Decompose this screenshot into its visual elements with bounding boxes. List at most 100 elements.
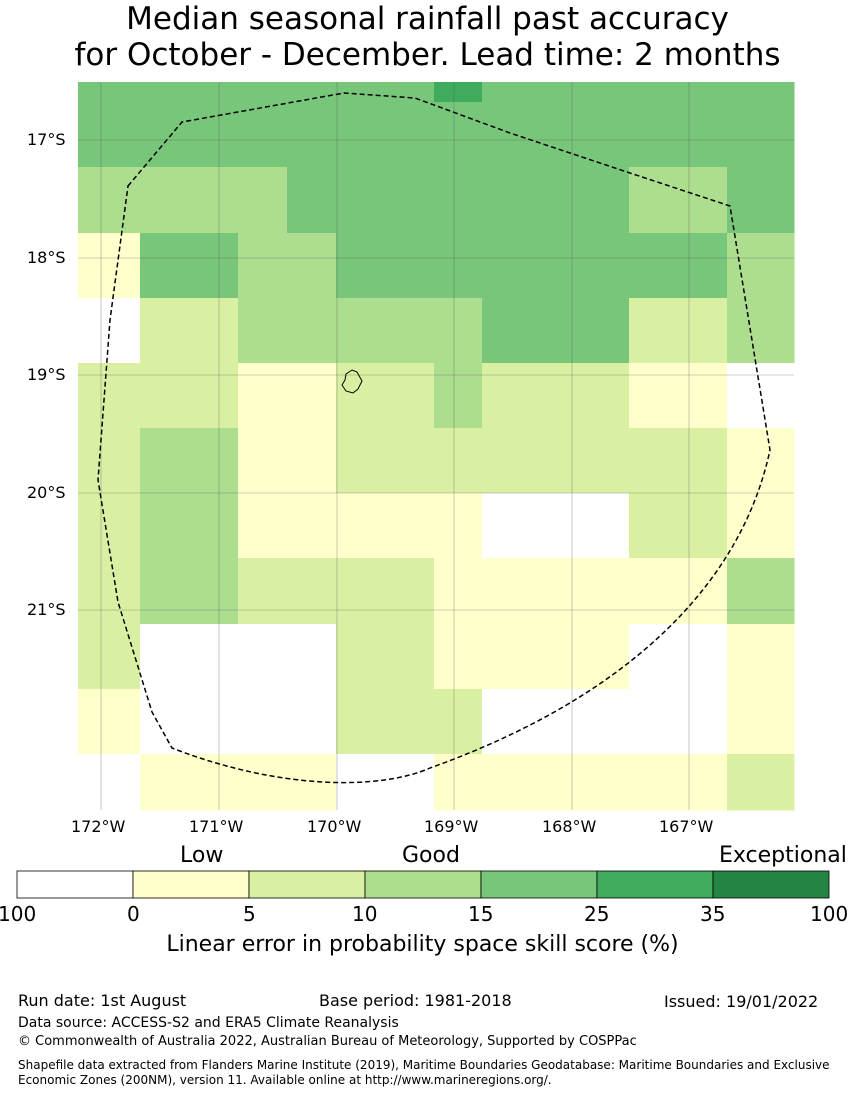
copyright: © Commonwealth of Australia 2022, Austra…	[18, 1034, 637, 1049]
lon-label-169w: 169°W	[424, 817, 479, 836]
skill-cell	[140, 298, 190, 364]
skill-cell	[238, 428, 288, 494]
colorbar-swatch	[480, 870, 598, 899]
skill-cell	[238, 82, 288, 103]
skill-cell	[189, 754, 239, 811]
skill-cell	[287, 102, 337, 168]
skill-cell	[482, 298, 532, 364]
skill-cell	[629, 363, 728, 429]
lat-label-17s: 17°S	[27, 130, 66, 149]
skill-cell	[531, 754, 630, 811]
skill-cell	[482, 82, 532, 103]
skill-cell	[189, 363, 239, 429]
colorbar-swatch	[132, 870, 250, 899]
colorbar-tick: 100	[810, 902, 849, 926]
skill-cell	[727, 167, 795, 234]
skill-cell	[287, 82, 337, 103]
skill-cell	[434, 754, 483, 811]
skill-cell	[727, 689, 795, 755]
skill-cell	[78, 754, 141, 811]
colorbar-swatch	[712, 870, 830, 899]
skill-cell	[385, 363, 435, 429]
skill-cell	[434, 233, 483, 299]
skill-cell	[434, 363, 483, 429]
skill-cell	[189, 493, 239, 559]
skill-cell	[238, 102, 288, 168]
skill-cell	[140, 82, 190, 103]
skill-cell	[629, 298, 728, 364]
skill-cell	[482, 624, 532, 690]
skill-cell	[189, 82, 239, 103]
skill-cell	[78, 82, 141, 103]
skill-cell	[336, 428, 386, 494]
skill-cell	[78, 167, 141, 234]
skill-cell	[336, 102, 386, 168]
skill-cell	[385, 233, 435, 299]
skill-cell	[336, 624, 386, 690]
colorbar-tick: 35	[700, 902, 726, 926]
skill-cell	[78, 558, 141, 625]
lat-label-19s: 19°S	[27, 365, 66, 384]
skill-cell	[482, 558, 532, 625]
skill-cell	[385, 167, 435, 234]
skill-cell	[434, 558, 483, 625]
colorbar-tick: 100	[0, 902, 37, 926]
skill-cell	[287, 298, 337, 364]
skill-cell	[336, 298, 386, 364]
skill-cell	[385, 493, 435, 559]
skill-cell	[434, 298, 483, 364]
colorbar-tick: 25	[584, 902, 610, 926]
skill-cell	[78, 102, 141, 168]
colorbar-tick: 10	[352, 902, 378, 926]
skill-cell	[287, 624, 337, 690]
skill-cell	[629, 233, 728, 299]
skill-cell	[727, 298, 795, 364]
skill-cell	[727, 624, 795, 690]
skill-cell	[629, 689, 728, 755]
skill-cell	[140, 233, 190, 299]
skill-cell	[189, 233, 239, 299]
skill-cell	[336, 233, 386, 299]
run-date: Run date: 1st August	[18, 991, 187, 1010]
skill-cell	[238, 233, 288, 299]
skill-cell	[385, 82, 435, 103]
skill-cell	[482, 493, 532, 559]
skill-cell	[629, 754, 728, 811]
skill-cell	[78, 428, 141, 494]
skill-cell	[531, 428, 630, 494]
skill-cell	[140, 493, 190, 559]
skill-cell	[531, 493, 630, 559]
skill-cell	[629, 82, 728, 103]
skill-cell	[629, 493, 728, 559]
skill-cell	[629, 428, 728, 494]
skill-cell	[336, 689, 386, 755]
skill-cell	[140, 363, 190, 429]
skill-cell	[287, 493, 337, 559]
skill-cell	[140, 428, 190, 494]
skill-cell	[189, 167, 239, 234]
skill-cell	[140, 167, 190, 234]
skill-cell	[238, 363, 288, 429]
skill-cell	[287, 233, 337, 299]
skill-cell	[385, 298, 435, 364]
lon-label-167w: 167°W	[659, 817, 714, 836]
map-title-line-1: Median seasonal rainfall past accuracy	[126, 1, 729, 37]
skill-cell	[727, 493, 795, 559]
colorbar-tick: 0	[127, 902, 140, 926]
lat-label-20s: 20°S	[27, 483, 66, 502]
skill-cell	[531, 558, 630, 625]
skill-cell	[482, 167, 532, 234]
skill-cell	[189, 624, 239, 690]
colorbar-category-good: Good	[402, 843, 460, 868]
eez-boundary	[97, 92, 771, 784]
skill-cell	[434, 493, 483, 559]
issued-date: Issued: 19/01/2022	[664, 992, 819, 1011]
skill-cell	[482, 102, 532, 168]
skill-cell	[78, 493, 141, 559]
skill-cell	[629, 558, 728, 625]
skill-cell	[238, 754, 288, 811]
lat-label-18s: 18°S	[27, 248, 66, 267]
skill-cell	[287, 558, 337, 625]
island-outline	[341, 369, 363, 394]
lon-label-172w: 172°W	[71, 817, 126, 836]
